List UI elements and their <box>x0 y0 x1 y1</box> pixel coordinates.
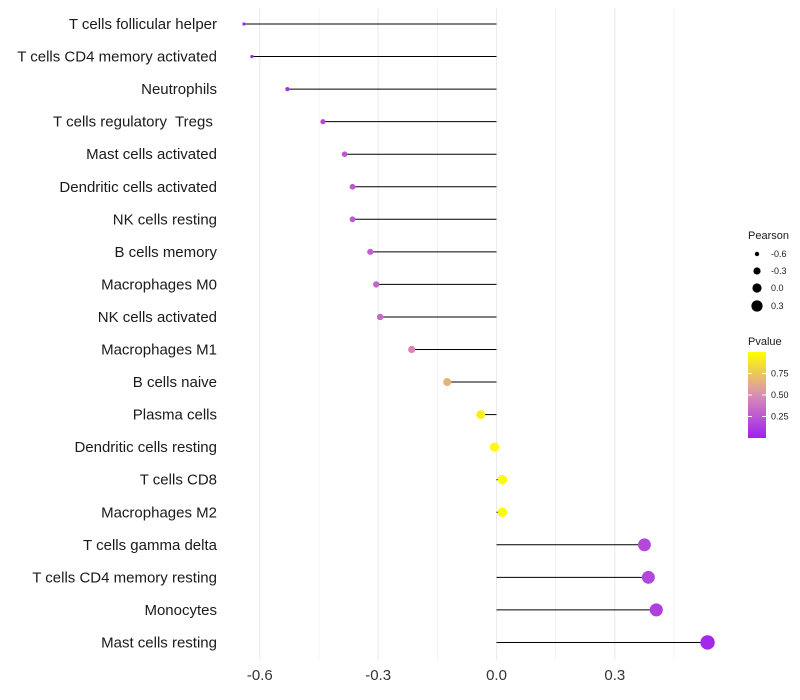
category-label: Dendritic cells resting <box>74 439 217 456</box>
category-label: Macrophages M0 <box>101 276 217 293</box>
lollipop-point <box>489 442 500 452</box>
x-tick-label-layer: -0.6 -0.3 0.0 0.3 <box>247 667 625 684</box>
lollipop-point <box>367 248 374 255</box>
color-legend-bar <box>748 352 766 438</box>
size-legend: Pearson -0.6 -0.3 0.0 0.3 <box>748 230 789 312</box>
color-legend-label: 0.75 <box>771 369 789 379</box>
x-tick-label: 0.3 <box>604 667 625 684</box>
x-tick-label: -0.3 <box>365 667 391 684</box>
x-tick-label: 0.0 <box>486 667 507 684</box>
size-legend-label: -0.6 <box>771 249 787 259</box>
category-label: Plasma cells <box>133 407 217 424</box>
lollipop-point <box>341 151 348 158</box>
color-legend-label: 0.50 <box>771 390 789 400</box>
lollipop-point <box>320 119 326 125</box>
category-label: NK cells activated <box>98 309 217 326</box>
lollipop-point <box>700 635 715 650</box>
lollipop-point <box>641 570 655 584</box>
color-legend: Pvalue 0.75 0.50 0.25 <box>748 336 789 438</box>
category-label: T cells follicular helper <box>69 16 217 33</box>
category-label: T cells regulatory Tregs <box>53 114 217 131</box>
size-legend-key <box>751 300 763 312</box>
lollipop-point <box>372 281 380 288</box>
lollipop-point <box>349 216 356 223</box>
category-label: B cells naive <box>133 374 217 391</box>
category-label: Mast cells resting <box>101 634 217 651</box>
category-label: T cells CD4 memory activated <box>17 49 217 66</box>
color-legend-label: 0.25 <box>771 412 789 422</box>
category-label: Monocytes <box>144 602 217 619</box>
lollipop-point <box>285 86 290 92</box>
grid-layer <box>259 8 675 660</box>
lollipop-point <box>476 410 486 420</box>
category-label: Dendritic cells activated <box>59 179 217 196</box>
category-label: T cells CD8 <box>140 472 217 489</box>
stem-layer <box>244 23 708 643</box>
lollipop-point <box>349 183 356 190</box>
size-legend-label: -0.3 <box>771 266 787 276</box>
category-label: B cells memory <box>114 244 217 261</box>
lollipop-point <box>376 313 384 321</box>
x-tick-label: -0.6 <box>247 667 273 684</box>
category-label-layer: T cells follicular helper T cells CD4 mem… <box>17 16 217 651</box>
lollipop-point <box>497 474 508 485</box>
category-label: T cells gamma delta <box>83 537 218 554</box>
category-label: Macrophages M1 <box>101 342 217 359</box>
size-legend-title: Pearson <box>748 230 789 242</box>
lollipop-point <box>250 54 254 59</box>
lollipop-point <box>408 345 416 354</box>
category-label: Neutrophils <box>141 81 217 98</box>
lollipop-point <box>649 603 663 617</box>
size-legend-label: 0.0 <box>771 283 784 293</box>
category-label: Mast cells activated <box>86 146 217 163</box>
size-legend-key <box>754 251 760 257</box>
category-label: NK cells resting <box>113 211 217 228</box>
category-label: T cells CD4 memory resting <box>32 569 217 586</box>
size-legend-key <box>753 267 761 275</box>
lollipop-point <box>497 507 508 517</box>
color-legend-title: Pvalue <box>748 336 782 348</box>
lollipop-point <box>242 22 246 26</box>
size-legend-key <box>752 283 762 293</box>
lollipop-point <box>638 538 651 552</box>
lollipop-point <box>443 378 452 387</box>
category-label: Macrophages M2 <box>101 504 217 521</box>
point-layer <box>242 22 715 650</box>
size-legend-label: 0.3 <box>771 301 784 311</box>
